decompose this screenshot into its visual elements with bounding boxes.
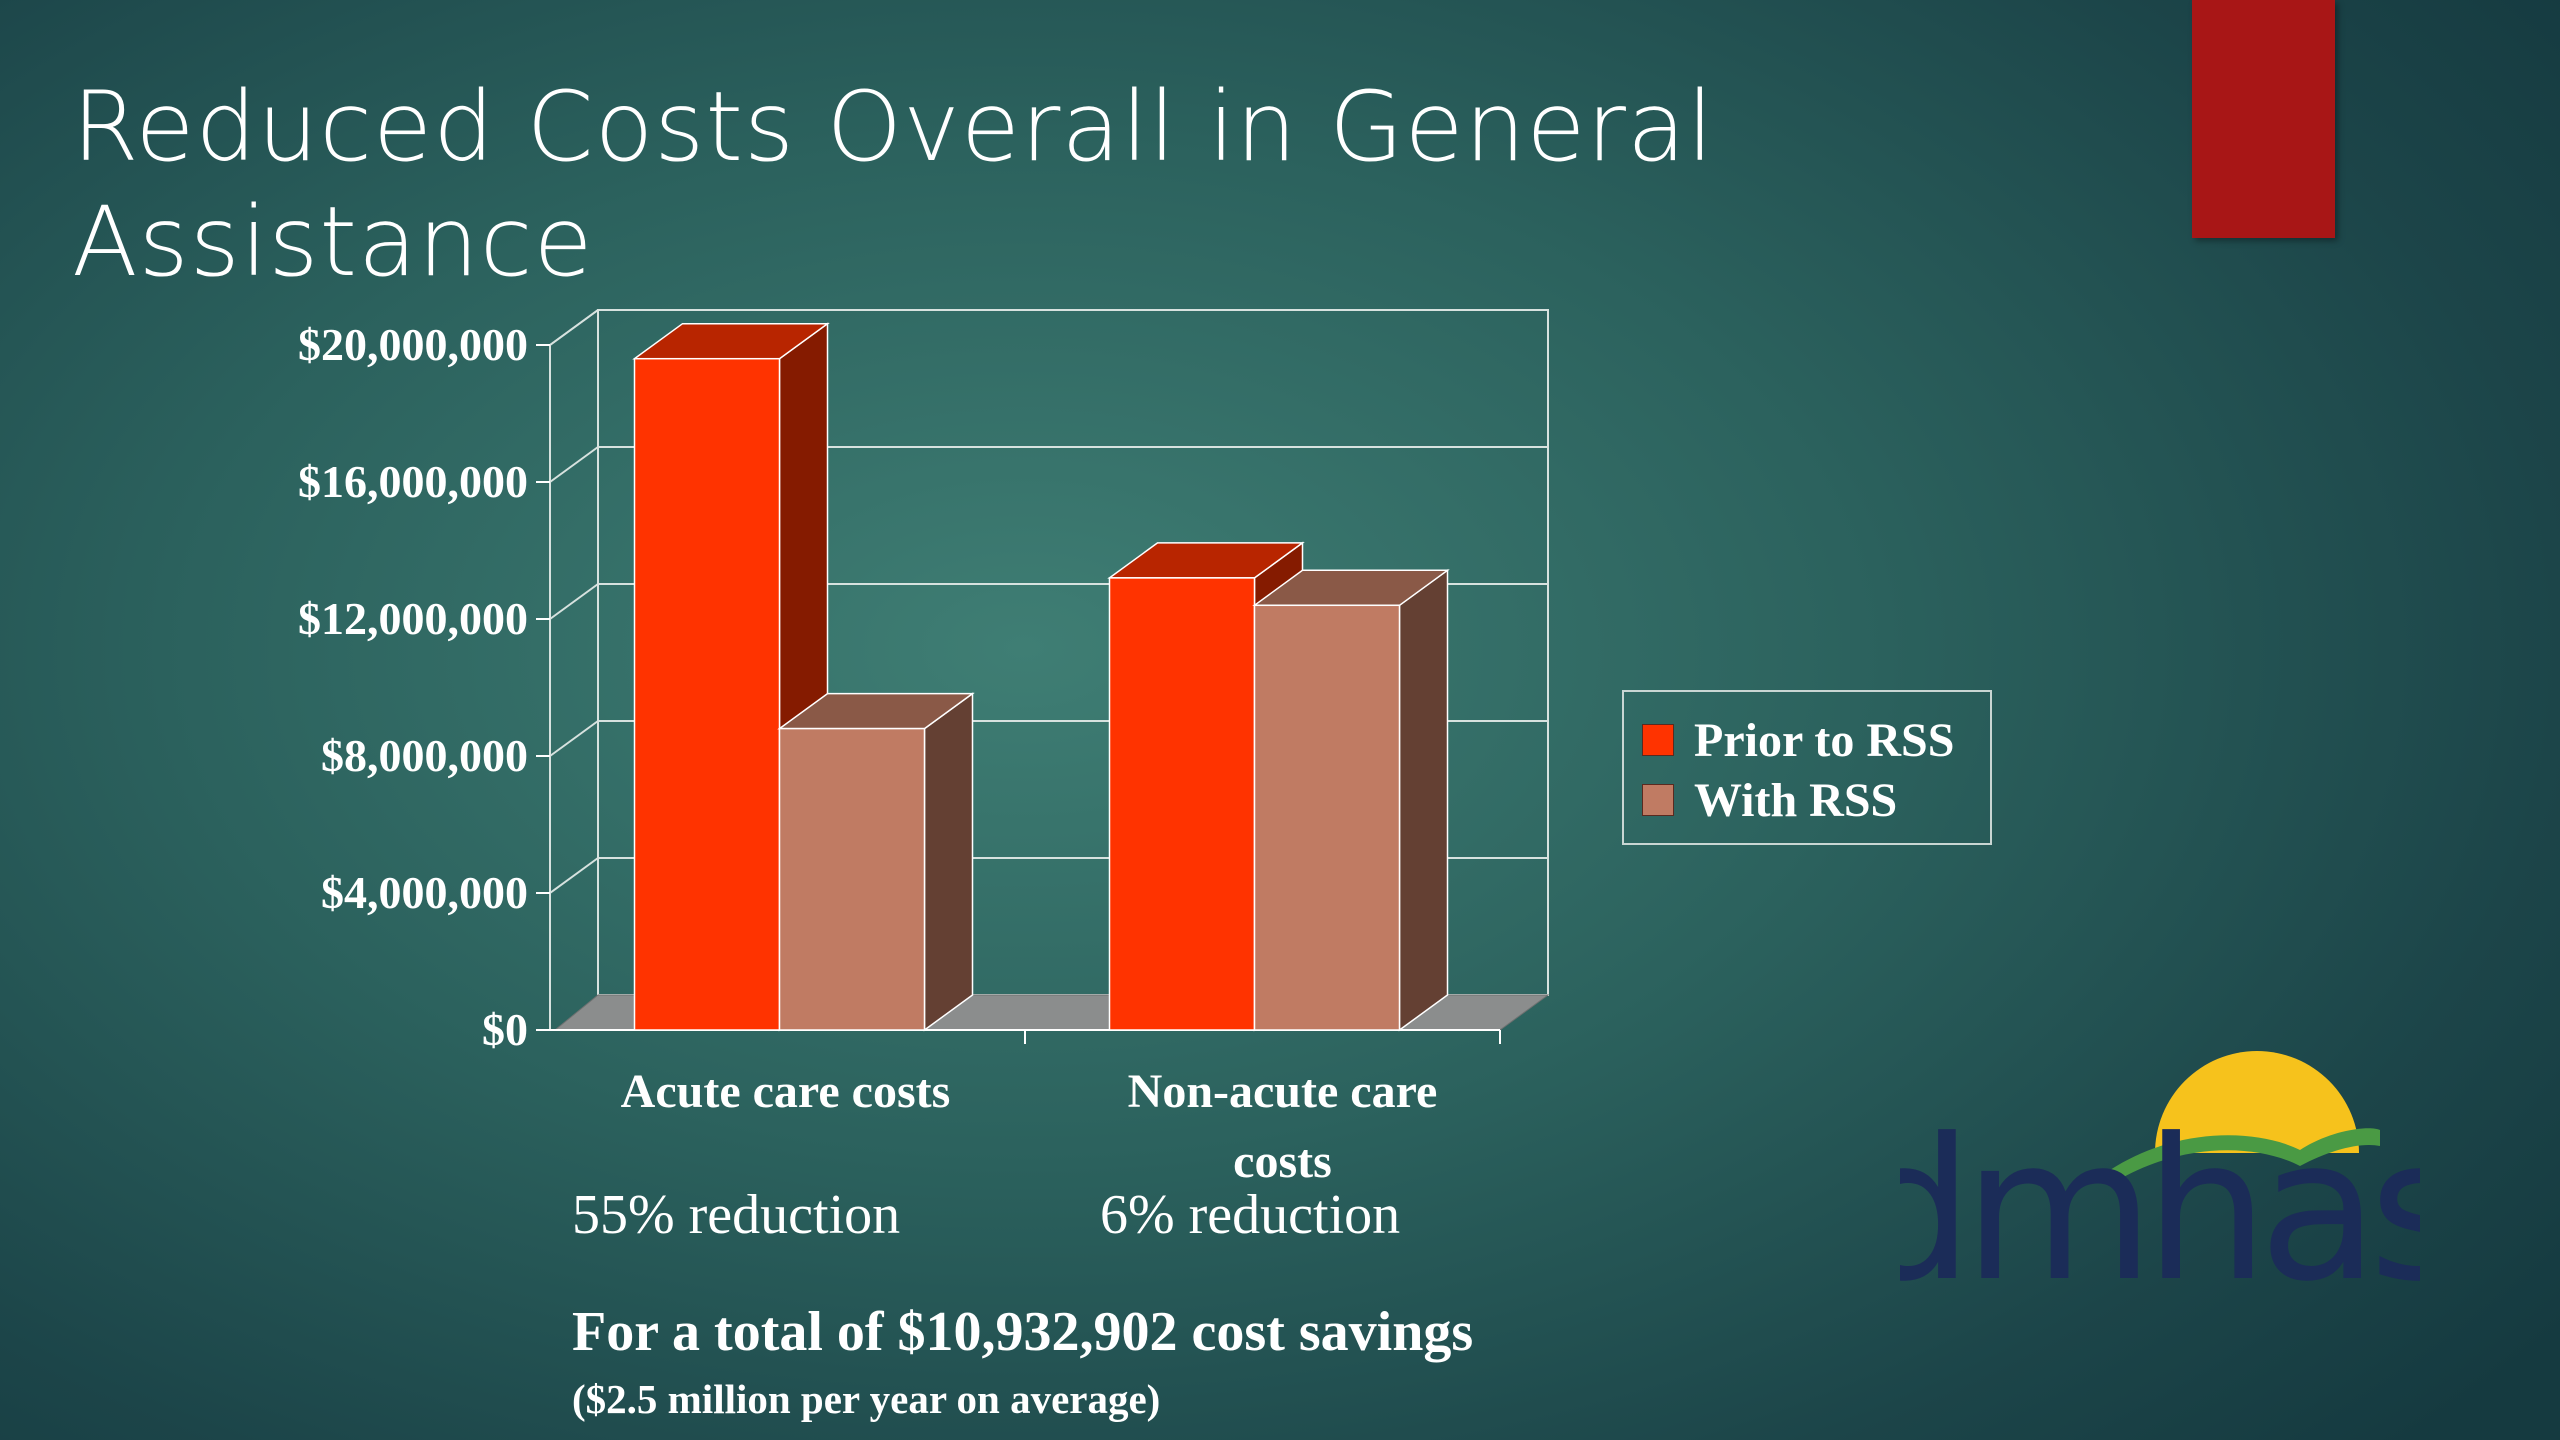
- legend-label-with: With RSS: [1694, 773, 1898, 827]
- y-axis-ticks: $0 $4,000,000 $8,000,000 $12,000,000 $16,000…: [298, 319, 550, 1055]
- accent-tab: [2192, 0, 2335, 238]
- total-savings-text: For a total of $10,932,902 cost savings: [572, 1301, 1474, 1363]
- x-axis-labels: Acute care costs Non-acute care costs: [621, 1030, 1501, 1188]
- bar-front: [778, 727, 926, 1031]
- y-tick-label: $12,000,000: [298, 593, 528, 644]
- dmhas-logo: dmhas: [1900, 1051, 2420, 1300]
- slide-title: Reduced Costs Overall in General Assista…: [72, 71, 1715, 298]
- legend-swatch-with: [1642, 784, 1674, 816]
- y-tick-label: $16,000,000: [298, 456, 528, 507]
- bar-with-acute: [777, 692, 975, 1032]
- bar-side: [923, 692, 974, 1032]
- x-category-label: costs: [1233, 1135, 1332, 1188]
- nonacute-reduction-label: 6% reduction: [1100, 1184, 1401, 1246]
- bar-front: [1108, 577, 1256, 1031]
- gridline-diagonal: [549, 309, 599, 346]
- logo-sun-icon: [2155, 1051, 2359, 1153]
- y-tick-label: $20,000,000: [298, 319, 528, 370]
- chart-legend: Prior to RSS With RSS: [1622, 690, 1992, 845]
- y-tick-label: $8,000,000: [321, 730, 528, 781]
- y-tick-label: $0: [482, 1004, 528, 1055]
- chart-bars: [632, 322, 1450, 1032]
- acute-reduction-label: 55% reduction: [572, 1184, 901, 1246]
- legend-item-with: With RSS: [1642, 770, 1897, 830]
- logo-wordmark: dmhas: [1900, 1097, 2420, 1300]
- x-category-label: Non-acute care: [1128, 1065, 1438, 1118]
- y-tick-label: $4,000,000: [321, 867, 528, 918]
- gridline-diagonal: [549, 857, 599, 894]
- gridline-diagonal: [549, 720, 599, 757]
- legend-swatch-prior: [1642, 724, 1674, 756]
- bar-side: [1398, 568, 1449, 1032]
- gridline-diagonal: [549, 583, 599, 620]
- bar-front: [1253, 604, 1401, 1031]
- average-savings-text: ($2.5 million per year on average): [572, 1376, 1161, 1422]
- x-category-label: Acute care costs: [621, 1065, 951, 1118]
- gridline-diagonal: [549, 446, 599, 483]
- logo-hill-icon: [2110, 1128, 2380, 1182]
- legend-item-prior: Prior to RSS: [1642, 710, 1954, 770]
- bar-prior-acute: [632, 322, 830, 1032]
- bar-front: [633, 357, 781, 1031]
- bar-with-nonacute: [1252, 568, 1450, 1032]
- legend-label-prior: Prior to RSS: [1694, 713, 1955, 767]
